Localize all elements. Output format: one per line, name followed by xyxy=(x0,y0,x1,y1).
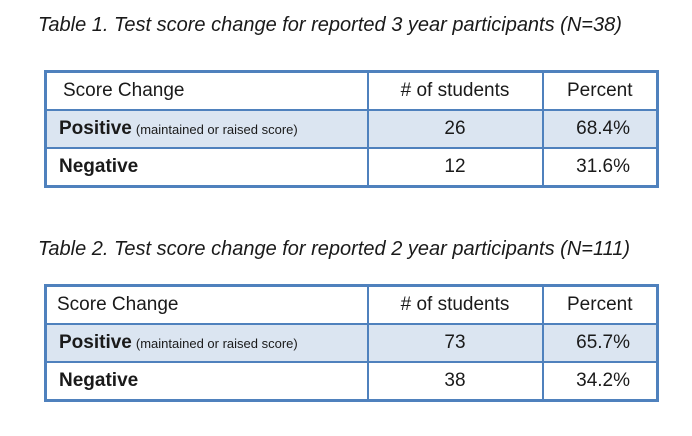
table-1-caption-text: Test score change for reported 3 year pa… xyxy=(114,14,622,36)
row-label-name: Positive xyxy=(59,332,132,353)
percent-value: 34.2% xyxy=(541,361,659,402)
table-1-caption: Table 1. Test score change for reported … xyxy=(38,14,622,37)
header-num-students: # of students xyxy=(366,284,544,325)
header-score-change: Score Change xyxy=(44,284,369,325)
row-label: Positive (maintained or raised score) xyxy=(44,109,369,149)
row-label-note: (maintained or raised score) xyxy=(135,122,298,137)
table-2-caption-text: Test score change for reported 2 year pa… xyxy=(114,238,631,260)
table-row-negative: Negative 12 31.6% xyxy=(44,147,659,188)
table-2-caption: Table 2. Test score change for reported … xyxy=(38,238,630,261)
row-label: Negative xyxy=(44,147,369,188)
student-count: 12 xyxy=(366,147,544,188)
header-score-change: Score Change xyxy=(44,70,369,111)
header-percent: Percent xyxy=(541,70,659,111)
row-label-name: Negative xyxy=(59,156,139,177)
table-header-row: Score Change # of students Percent xyxy=(44,70,659,111)
student-count: 38 xyxy=(366,361,544,402)
table-2: Score Change # of students Percent Posit… xyxy=(44,284,659,402)
table-1: Score Change # of students Percent Posit… xyxy=(44,70,659,188)
table-row-negative: Negative 38 34.2% xyxy=(44,361,659,402)
percent-value: 68.4% xyxy=(541,109,659,149)
student-count: 73 xyxy=(366,323,544,363)
student-count: 26 xyxy=(366,109,544,149)
header-num-students: # of students xyxy=(366,70,544,111)
row-label: Positive (maintained or raised score) xyxy=(44,323,369,363)
row-label-name: Negative xyxy=(59,370,139,391)
table-header-row: Score Change # of students Percent xyxy=(44,284,659,325)
row-label: Negative xyxy=(44,361,369,402)
percent-value: 31.6% xyxy=(541,147,659,188)
table-row-positive: Positive (maintained or raised score) 26 … xyxy=(44,109,659,149)
table-1-caption-label: Table 1. xyxy=(38,14,109,36)
row-label-name: Positive xyxy=(59,118,132,139)
row-label-note: (maintained or raised score) xyxy=(135,336,298,351)
table-row-positive: Positive (maintained or raised score) 73 … xyxy=(44,323,659,363)
table-2-caption-label: Table 2. xyxy=(38,238,109,260)
percent-value: 65.7% xyxy=(541,323,659,363)
header-percent: Percent xyxy=(541,284,659,325)
